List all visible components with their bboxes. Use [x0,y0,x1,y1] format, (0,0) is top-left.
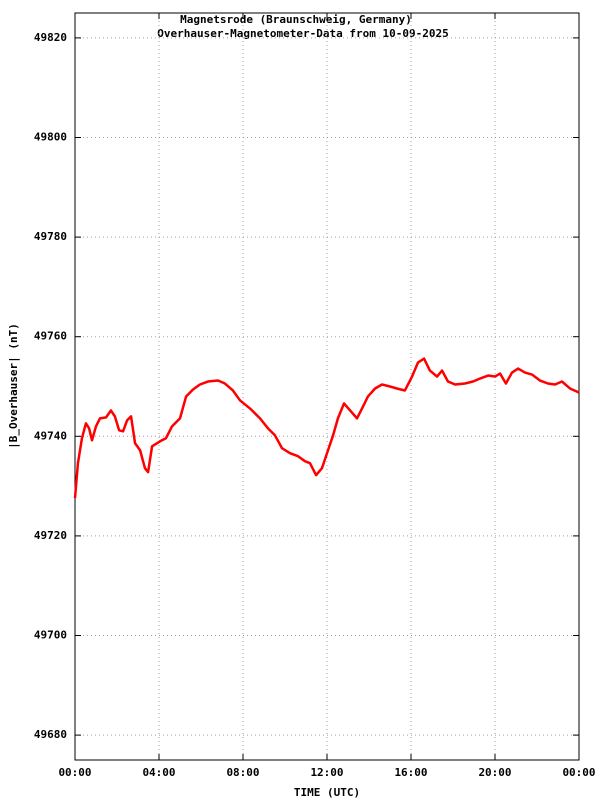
x-tick-label: 12:00 [310,766,343,779]
y-tick-label: 49800 [34,131,67,144]
y-tick-label: 49760 [34,330,67,343]
x-axis-label: TIME (UTC) [294,786,360,799]
y-tick-label: 49740 [34,429,67,442]
plot-frame [74,12,580,761]
x-tick-label: 04:00 [142,766,175,779]
x-tick-label: 00:00 [562,766,595,779]
x-tick-label: 20:00 [478,766,511,779]
x-tick-label: 00:00 [58,766,91,779]
chart-title: Magnetsrode (Braunschweig, Germany) [180,13,412,26]
y-axis-label: |B_Overhauser| (nT) [7,323,20,449]
y-tick-label: 49680 [34,728,67,741]
y-tick-label: 49820 [34,31,67,44]
y-tick-label: 49780 [34,230,67,243]
x-tick-label: 16:00 [394,766,427,779]
y-tick-label: 49700 [34,629,67,642]
data-line [73,357,580,499]
x-tick-label: 08:00 [226,766,259,779]
y-tick-label: 49720 [34,529,67,542]
chart-subtitle: Overhauser-Magnetometer-Data from 10-09-… [157,27,448,40]
